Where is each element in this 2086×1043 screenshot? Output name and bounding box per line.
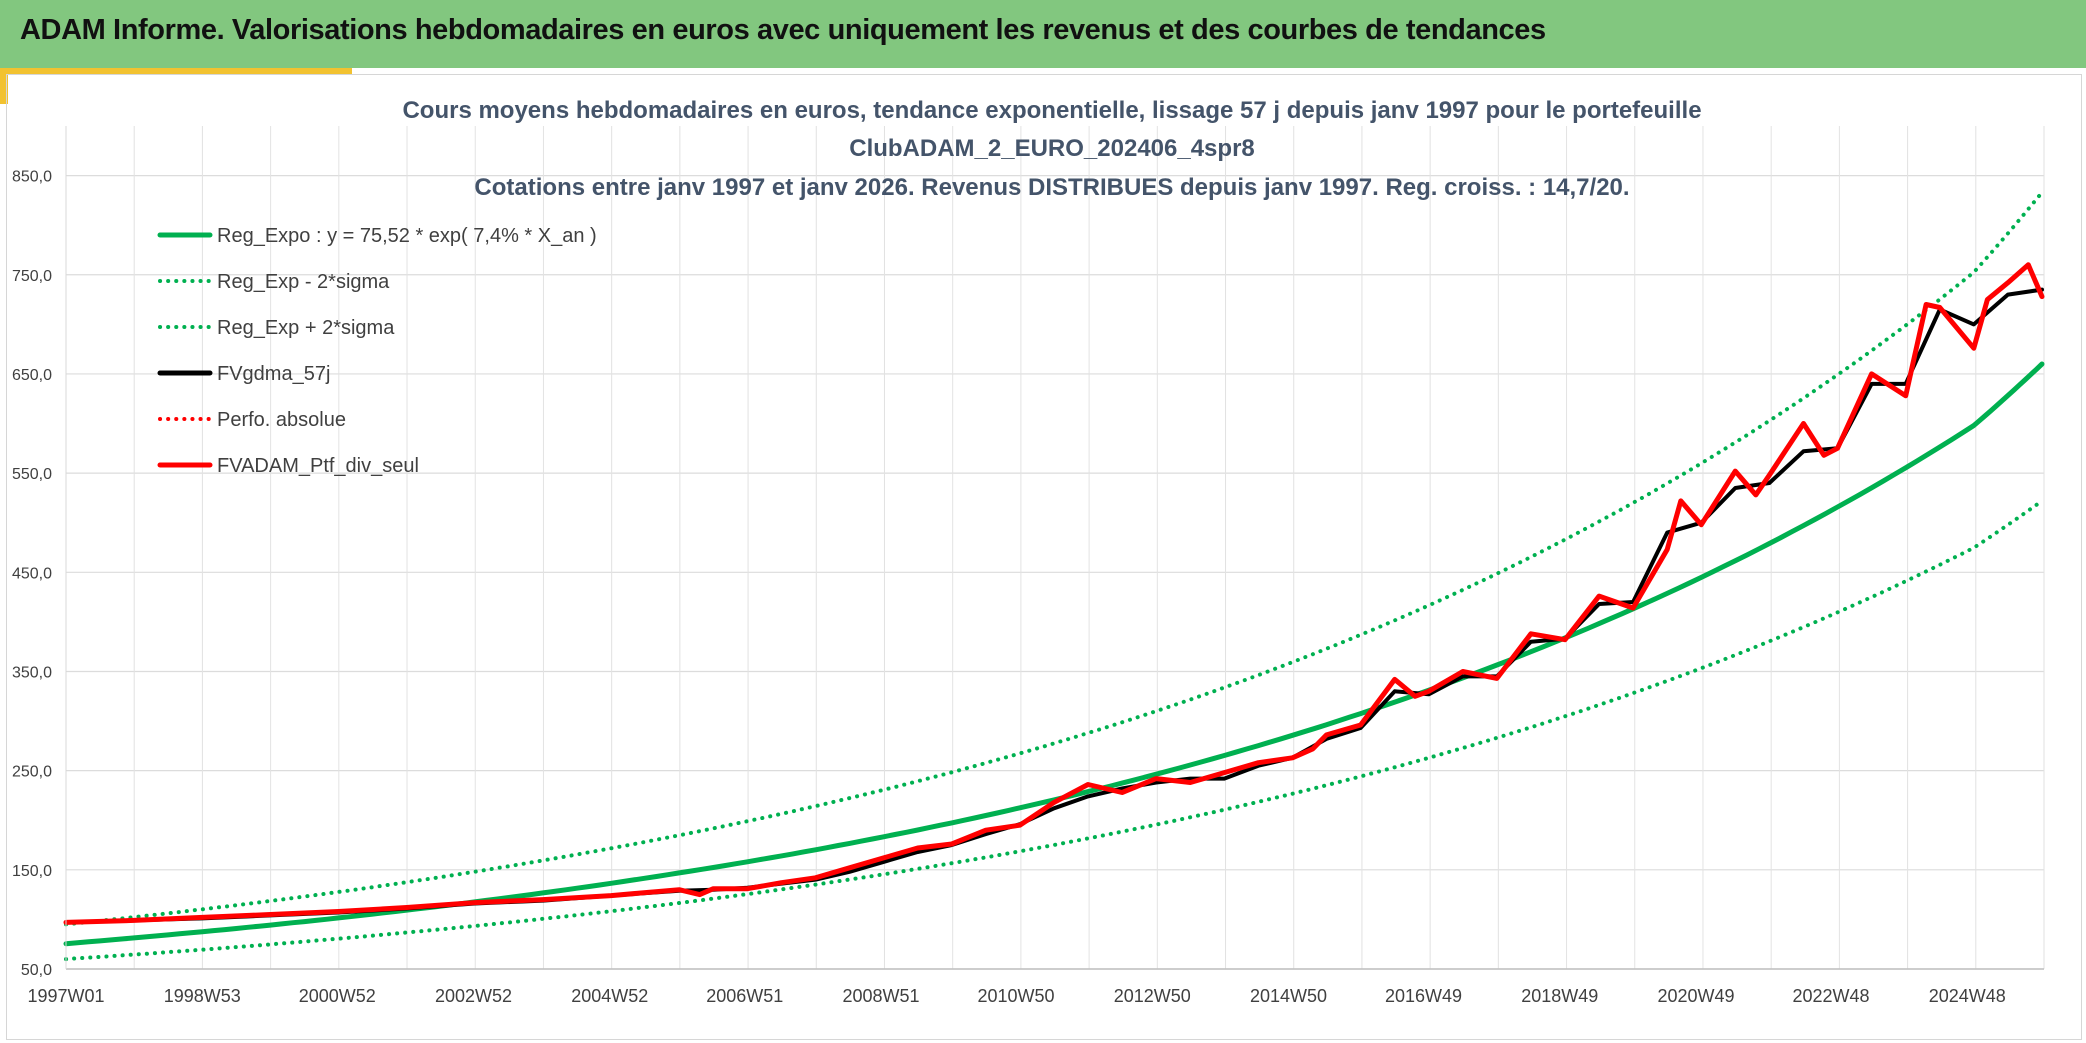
y-tick-label: 350,0 (12, 664, 52, 681)
x-tick-label: 1998W53 (164, 986, 241, 1006)
y-tick-label: 650,0 (12, 367, 52, 384)
x-tick-label: 2012W50 (1114, 986, 1191, 1006)
series-line (63, 262, 2045, 925)
accent-strip-top (0, 68, 352, 74)
x-tick-label: 2024W48 (1929, 986, 2006, 1006)
x-tick-label: 2008W51 (842, 986, 919, 1006)
legend-label: Reg_Exp + 2*sigma (217, 317, 395, 339)
chart-title-line-1: Cours moyens hebdomadaires en euros, ten… (402, 97, 1701, 124)
legend-label: FVgdma_57j (217, 363, 330, 385)
x-tick-label: 1997W01 (27, 986, 104, 1006)
x-tick-label: 2010W50 (977, 986, 1054, 1006)
gridlines (65, 126, 2045, 970)
legend-label: FVADAM_Ptf_div_seul (217, 455, 419, 477)
series-line (63, 361, 2045, 947)
x-tick-label: 2006W51 (706, 986, 783, 1006)
x-tick-label: 2004W52 (571, 986, 648, 1006)
y-tick-label: 750,0 (12, 268, 52, 285)
series-lines (63, 190, 2045, 962)
legend-label: Reg_Expo : y = 75,52 * exp( 7,4% * X_an … (217, 225, 597, 247)
x-tick-label: 2018W49 (1521, 986, 1598, 1006)
x-tick-label: 2020W49 (1658, 986, 1735, 1006)
x-tick-label: 2002W52 (435, 986, 512, 1006)
y-tick-label: 850,0 (12, 169, 52, 186)
header-title: ADAM Informe. Valorisations hebdomadaire… (20, 14, 1546, 46)
chart-title-line-3: Cotations entre janv 1997 et janv 2026. … (474, 174, 1629, 201)
legend-label: Perfo. absolue (217, 409, 346, 431)
chart-frame (6, 74, 2082, 1040)
y-tick-label: 250,0 (12, 764, 52, 781)
series-line (64, 498, 2044, 962)
x-tick-label: 2014W50 (1250, 986, 1327, 1006)
y-tick-label: 150,0 (12, 863, 52, 880)
y-tick-label: 450,0 (12, 565, 52, 582)
x-tick-label: 2022W48 (1792, 986, 1869, 1006)
y-tick-label: 550,0 (12, 466, 52, 483)
header-bar: ADAM Informe. Valorisations hebdomadaire… (0, 0, 2086, 68)
accent-strip-left (0, 68, 8, 104)
y-tick-label: 50,0 (21, 962, 52, 979)
chart-title: Cours moyens hebdomadaires en euros, ten… (402, 97, 1701, 201)
x-tick-label: 2016W49 (1385, 986, 1462, 1006)
series-line (64, 287, 2044, 925)
x-tick-label: 2000W52 (299, 986, 376, 1006)
legend: Reg_Expo : y = 75,52 * exp( 7,4% * X_an … (157, 225, 597, 477)
legend-label: Reg_Exp - 2*sigma (217, 271, 390, 293)
axes: 50,0 150,0 250,0 350,0 450,0 550,0 650,0 750,0 8… (12, 126, 2044, 1006)
chart-title-line-2: ClubADAM_2_EURO_202406_4spr8 (849, 135, 1255, 162)
